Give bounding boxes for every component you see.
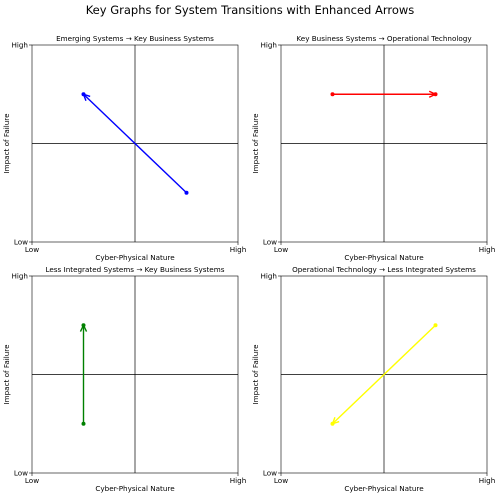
x-tick-label: High	[479, 245, 496, 254]
transition-arrowhead	[82, 93, 91, 102]
x-tick-label: Low	[274, 476, 288, 485]
y-axis-label: Impact of Failure	[2, 344, 11, 405]
x-tick-label: High	[479, 476, 496, 485]
y-tick-label: High	[11, 272, 28, 281]
panel-title: Key Business Systems → Operational Techn…	[296, 34, 472, 43]
x-axis-label: Cyber-Physical Nature	[344, 253, 424, 262]
y-axis-label: Impact of Failure	[251, 113, 260, 174]
x-tick-label: Low	[274, 245, 288, 254]
y-tick-label: High	[260, 272, 277, 281]
panel-title: Emerging Systems → Key Business Systems	[56, 34, 214, 43]
panel-title: Operational Technology → Less Integrated…	[292, 265, 476, 274]
transition-arrow-line	[83, 93, 187, 194]
chart-panel-3: Less Integrated Systems → Key Business S…	[2, 265, 246, 493]
start-point-marker	[184, 190, 189, 195]
x-tick-label: High	[230, 476, 247, 485]
chart-panel-2: Key Business Systems → Operational Techn…	[251, 34, 495, 262]
transition-arrow-line	[332, 324, 436, 425]
x-axis-label: Cyber-Physical Nature	[344, 484, 424, 493]
y-tick-label: Low	[263, 238, 277, 247]
transition-arrowhead	[428, 90, 438, 98]
y-axis-label: Impact of Failure	[251, 344, 260, 405]
y-tick-label: Low	[14, 238, 28, 247]
start-point-marker	[330, 92, 335, 97]
y-axis-label: Impact of Failure	[2, 113, 11, 174]
y-tick-label: High	[11, 41, 28, 50]
x-tick-label: High	[230, 245, 247, 254]
x-tick-label: Low	[25, 476, 39, 485]
figure-title: Key Graphs for System Transitions with E…	[85, 3, 415, 17]
chart-panel-1: Emerging Systems → Key Business Systems L…	[2, 34, 246, 262]
x-axis-label: Cyber-Physical Nature	[95, 484, 175, 493]
y-tick-label: Low	[263, 469, 277, 478]
panel-title: Less Integrated Systems → Key Business S…	[46, 265, 225, 274]
transition-arrowhead	[331, 416, 340, 425]
y-tick-label: High	[260, 41, 277, 50]
start-point-marker	[433, 323, 438, 328]
x-tick-label: Low	[25, 245, 39, 254]
chart-panel-4: Operational Technology → Less Integrated…	[251, 265, 495, 493]
y-tick-label: Low	[14, 469, 28, 478]
start-point-marker	[81, 421, 86, 426]
x-axis-label: Cyber-Physical Nature	[95, 253, 175, 262]
transition-arrowhead	[79, 323, 88, 332]
